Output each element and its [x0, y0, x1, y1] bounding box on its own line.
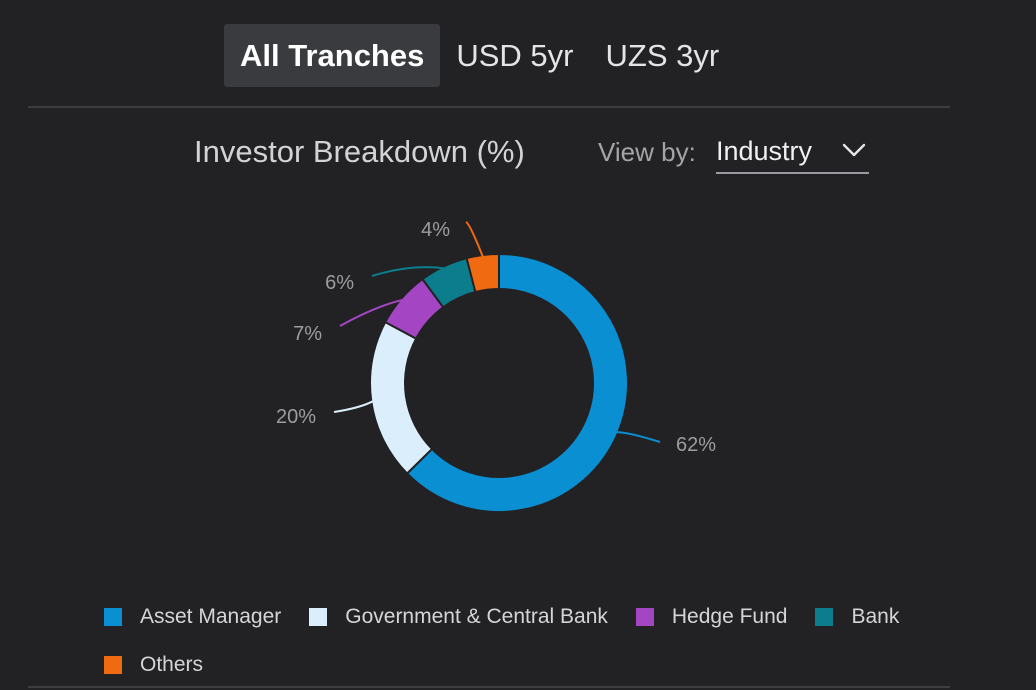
legend-item-others[interactable]: Others: [104, 652, 203, 678]
legend-label: Bank: [851, 605, 900, 628]
legend-swatch: [309, 608, 328, 626]
chart-legend: Asset Manager Government & Central Bank He…: [104, 604, 964, 678]
leader-line-4: [465, 221, 484, 258]
legend-swatch: [815, 608, 834, 626]
legend-item-asset-manager[interactable]: Asset Manager: [104, 604, 281, 630]
chevron-down-icon: [842, 143, 866, 157]
slice-label-4: 4%: [421, 219, 450, 241]
leader-line-3: [371, 266, 445, 277]
view-by-dropdown[interactable]: Industry: [716, 134, 869, 174]
tab-usd-5yr[interactable]: USD 5yr: [456, 37, 574, 73]
legend-label: Hedge Fund: [671, 605, 788, 628]
view-by-value: Industry: [716, 136, 813, 166]
legend-item-hedge-fund[interactable]: Hedge Fund: [635, 604, 788, 630]
leader-line-0: [616, 431, 661, 443]
leader-line-1: [333, 400, 374, 413]
donut-slice-government-central-bank[interactable]: [369, 320, 434, 475]
legend-item-bank[interactable]: Bank: [815, 604, 899, 630]
legend-swatch: [104, 608, 122, 626]
legend-label: Government & Central Bank: [345, 605, 608, 628]
legend-label: Others: [140, 653, 204, 676]
legend-item-government-central-bank[interactable]: Government & Central Bank: [309, 604, 608, 630]
leader-line-2: [339, 298, 404, 327]
donut-slice-others[interactable]: [465, 252, 500, 294]
chart-title: Investor Breakdown (%): [194, 134, 525, 169]
donut-slice-asset-manager[interactable]: [405, 252, 629, 513]
slice-label-3: 6%: [325, 272, 354, 294]
legend-swatch: [635, 608, 654, 626]
slice-label-1: 20%: [276, 406, 316, 428]
tab-all-tranches[interactable]: All Tranches: [224, 24, 441, 87]
tabs-divider: [28, 106, 950, 108]
view-by-label: View by:: [598, 137, 696, 167]
slice-label-0: 62%: [676, 434, 716, 456]
tab-uzs-3yr[interactable]: UZS 3yr: [605, 37, 720, 73]
legend-label: Asset Manager: [140, 605, 282, 628]
bottom-divider: [28, 686, 950, 688]
legend-swatch: [104, 656, 122, 674]
donut-chart: 62% 20% 7% 6% 4%: [276, 219, 716, 513]
tranche-tabs: All Tranches USD 5yr UZS 3yr: [224, 24, 735, 87]
slice-label-2: 7%: [293, 323, 322, 345]
